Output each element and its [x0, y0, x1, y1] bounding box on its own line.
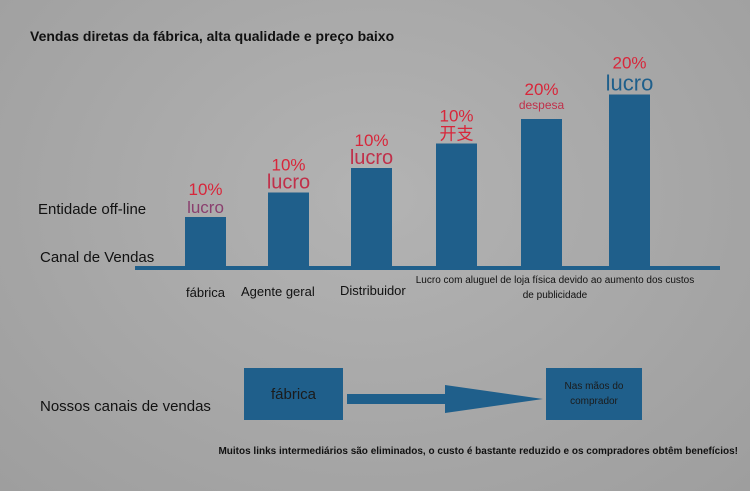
category-label-loja: Lucro com aluguel de loja física devido … [415, 275, 695, 301]
bar-2 [268, 192, 309, 269]
bar-3-word-label: lucro [350, 147, 393, 169]
bar-3 [351, 168, 392, 269]
bar-2-word-label: lucro [267, 172, 310, 194]
buyer-box: Nas mãos do comprador [546, 368, 642, 420]
category-label-fabrica: fábrica [186, 285, 226, 300]
bar-4-word-label: 开支 [440, 125, 474, 144]
factory-box: fábrica [244, 368, 343, 420]
bar-1 [185, 217, 226, 269]
bar-6-word-label: lucro [606, 71, 654, 96]
bar-5-word-label: despesa [519, 98, 565, 112]
bar-3-pct-label: 10% [354, 131, 388, 150]
flow-arrow-icon [347, 385, 543, 413]
baseline [135, 266, 720, 270]
nossos-canais-label: Nossos canais de vendas [40, 398, 211, 415]
bar-chart: 10%lucro10%lucro10%lucro10%开支20%despesa2… [135, 54, 720, 270]
bar-1-word-label: lucro [187, 198, 224, 217]
bar-4-pct-label: 10% [439, 107, 473, 126]
factory-box-label: fábrica [270, 385, 317, 403]
category-label-distribuidor: Distribuidor [340, 283, 406, 298]
bar-6-pct-label: 20% [612, 54, 646, 73]
chart-title: Vendas diretas da fábrica, alta qualidad… [30, 28, 395, 44]
bar-6 [609, 94, 650, 269]
buyer-box-label: Nas mãos do comprador [564, 381, 624, 407]
bar-5 [521, 119, 562, 269]
bottom-note: Muitos links intermediários são eliminad… [218, 446, 738, 457]
bar-4 [436, 143, 477, 269]
entidade-label: Entidade off-line [38, 201, 147, 218]
bar-2-pct-label: 10% [271, 156, 305, 175]
category-label-agente: Agente geral [241, 284, 315, 299]
bar-1-pct-label: 10% [188, 180, 222, 199]
bar-5-pct-label: 20% [524, 80, 558, 99]
canal-label: Canal de Vendas [40, 249, 155, 266]
